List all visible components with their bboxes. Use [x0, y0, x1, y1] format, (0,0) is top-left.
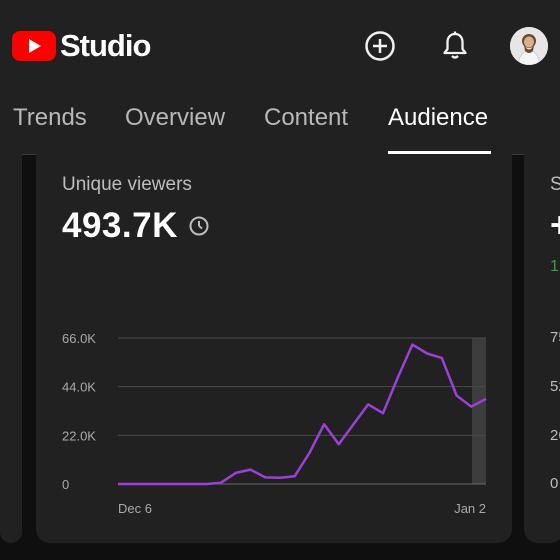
avatar[interactable]: [510, 27, 548, 65]
tab-content[interactable]: Content: [264, 104, 349, 131]
next-metric-card[interactable]: S + 1 75 52 26 0: [524, 154, 560, 543]
add-circle-icon: [365, 31, 395, 61]
top-app-bar: Studio: [0, 0, 560, 92]
tab-overview[interactable]: Overview: [125, 104, 226, 131]
notifications-button[interactable]: [439, 30, 471, 62]
y-tick-label: 0: [62, 477, 69, 492]
x-start-label: Dec 6: [118, 501, 152, 516]
metric-label: Unique viewers: [62, 174, 192, 195]
metric-value: 493.7K: [62, 206, 178, 245]
y-tick-label: 44.0K: [62, 380, 96, 395]
tab-audience[interactable]: Audience: [388, 104, 489, 131]
clock-icon[interactable]: [188, 215, 210, 237]
unique-viewers-card[interactable]: Unique viewers 493.7K 66.0K 44.0K 22.0K 0 De…: [36, 154, 512, 543]
next-card-delta: 1: [550, 258, 559, 275]
tab-trends[interactable]: Trends: [13, 104, 87, 131]
active-tab-indicator: [388, 151, 491, 154]
next-card-tick: 75: [550, 329, 560, 346]
series-line: [118, 343, 487, 486]
studio-logo[interactable]: Studio: [12, 28, 151, 63]
next-card-tick: 26: [550, 427, 560, 444]
hover-highlight-band: [472, 338, 486, 484]
previous-metric-card[interactable]: [0, 154, 22, 543]
youtube-play-icon: [12, 31, 56, 61]
y-tick-label: 22.0K: [62, 428, 96, 443]
next-card-tick: 52: [550, 378, 560, 395]
bell-icon: [443, 31, 467, 59]
tab-bar: Trends Overview Content Audience: [0, 92, 560, 155]
next-card-tick: 0: [550, 475, 559, 492]
next-card-value: +: [550, 206, 560, 246]
unique-viewers-chart[interactable]: 66.0K 44.0K 22.0K 0 Dec 6 Jan 2: [36, 154, 512, 543]
x-end-label: Jan 2: [454, 501, 486, 516]
logo-text: Studio: [60, 28, 151, 63]
y-tick-label: 66.0K: [62, 331, 96, 346]
avatar-image: [510, 27, 548, 65]
create-button[interactable]: [364, 30, 396, 62]
next-card-title: S: [550, 174, 560, 195]
